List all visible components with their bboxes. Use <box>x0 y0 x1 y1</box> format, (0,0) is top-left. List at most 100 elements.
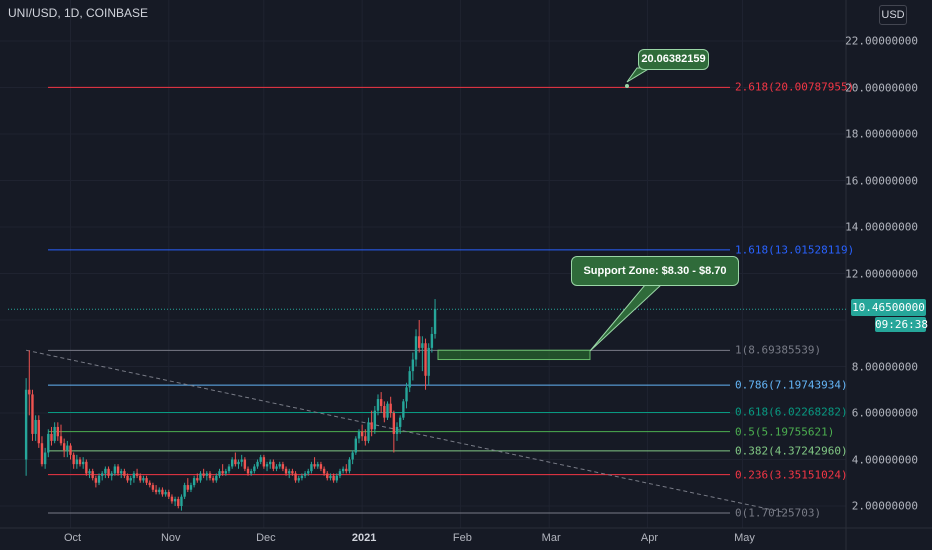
currency-button[interactable]: USD <box>879 5 907 25</box>
candle-body <box>101 473 104 476</box>
candle-body <box>427 347 430 376</box>
candle-body <box>205 473 209 476</box>
candle-body <box>221 471 224 474</box>
last-price-tag: 10.46500000 <box>851 299 926 316</box>
x-tick-label: Dec <box>256 532 276 544</box>
candle-body <box>94 478 98 483</box>
fib-label: 1(8.69385539) <box>735 343 822 357</box>
candle-body <box>72 454 75 465</box>
candle-body <box>402 401 405 418</box>
candle-body <box>62 443 66 451</box>
fib-label: 0.5(5.19755621) <box>735 425 835 439</box>
y-tick-label: 12.00000000 <box>845 267 918 280</box>
candle-body <box>43 452 47 465</box>
candle-body <box>364 436 367 441</box>
target-callout[interactable]: 20.06382159 <box>638 49 709 70</box>
candle-body <box>81 461 85 465</box>
y-tick-label: 18.00000000 <box>845 127 918 141</box>
candle-body <box>107 468 110 476</box>
candle-body <box>177 499 180 506</box>
y-tick-label: 14.00000000 <box>845 220 918 234</box>
candle-body <box>208 473 212 479</box>
candle-body <box>110 473 113 476</box>
candle-body <box>120 471 123 474</box>
candle-body <box>316 464 319 467</box>
candle-body <box>348 459 351 472</box>
candle-body <box>211 478 215 481</box>
candle-body <box>53 426 56 441</box>
candle-body <box>215 475 218 481</box>
candle-body <box>123 471 126 476</box>
fib-label: 0.618(6.02268282) <box>735 405 848 419</box>
candle-body <box>367 422 370 441</box>
fib-label: 1.618(13.01528119) <box>735 243 855 257</box>
candle-body <box>240 459 243 462</box>
candle-body <box>47 433 50 453</box>
x-tick-label: Apr <box>640 532 658 544</box>
candle-body <box>234 459 237 465</box>
candle-body <box>332 475 335 481</box>
candle-body <box>189 485 193 490</box>
candle-body <box>56 426 60 437</box>
candle-body <box>418 336 421 348</box>
countdown-tag: 09:26:38 <box>875 317 928 332</box>
candle-body <box>170 496 174 502</box>
candle-body <box>433 309 437 334</box>
candle-body <box>199 473 202 481</box>
candle-body <box>50 433 53 441</box>
candle-body <box>142 478 145 481</box>
trendline-line <box>26 349 788 514</box>
candle-body <box>297 478 300 481</box>
candle-body <box>379 399 383 407</box>
candle-body <box>192 478 196 486</box>
candle-body <box>243 459 247 469</box>
fib-label: 0.786(7.19743934) <box>735 378 848 392</box>
candle-body <box>424 343 427 376</box>
candle-body <box>389 403 392 413</box>
candle-body <box>75 459 79 465</box>
candle-body <box>319 464 323 469</box>
candle-body <box>383 406 386 418</box>
candle-body <box>262 457 266 467</box>
candle-body <box>288 471 291 474</box>
candle-body <box>148 482 151 486</box>
candle-body <box>272 461 275 469</box>
candle-body <box>230 459 234 467</box>
x-tick-label: May <box>734 532 755 544</box>
candle-body <box>322 468 326 474</box>
candle-body <box>186 485 189 490</box>
candle-body <box>376 399 380 411</box>
candle-body <box>392 413 396 434</box>
candle-body <box>196 478 199 481</box>
candle-body <box>373 410 377 430</box>
support-zone-rect <box>437 349 591 361</box>
candle-body <box>37 419 40 444</box>
support-zone-callout[interactable]: Support Zone: $8.30 - $8.70 <box>571 256 739 286</box>
candle-body <box>360 431 364 437</box>
candle-body <box>183 485 186 497</box>
candle-body <box>40 443 44 465</box>
candle-body <box>129 478 132 481</box>
x-tick-label: Oct <box>63 532 82 544</box>
candle-body <box>284 468 288 474</box>
candle-body <box>66 445 69 451</box>
candle-body <box>139 475 142 481</box>
candle-body <box>31 394 34 434</box>
candle-body <box>313 464 316 467</box>
candle-body <box>386 403 389 418</box>
candle-body <box>326 473 329 479</box>
candle-body <box>173 499 177 502</box>
candle-body <box>259 457 262 462</box>
candle-body <box>329 475 332 479</box>
candle-body <box>338 471 342 476</box>
candle-body <box>408 371 411 388</box>
candle-body <box>345 468 348 472</box>
candle-body <box>158 489 161 493</box>
candle-body <box>91 471 94 479</box>
target-marker <box>625 84 629 89</box>
candle-body <box>414 336 418 360</box>
candle-body <box>224 471 228 474</box>
candle-body <box>303 473 307 476</box>
